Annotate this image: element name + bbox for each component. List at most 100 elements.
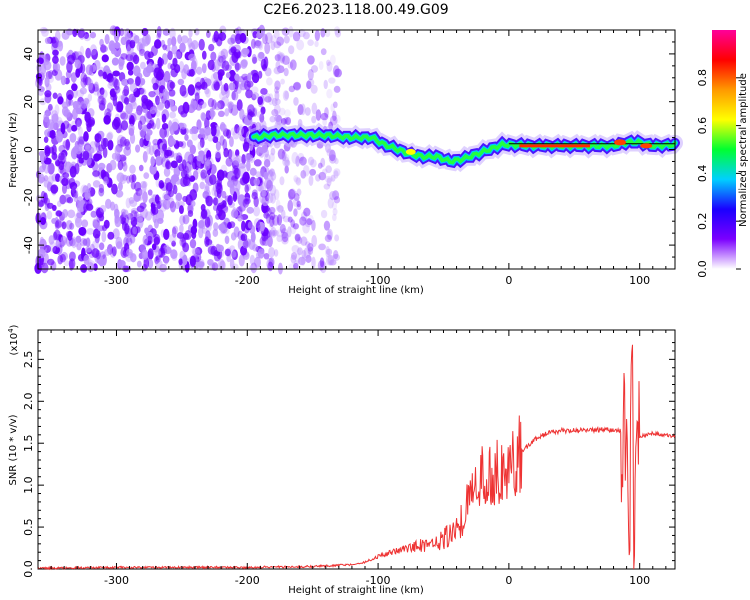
spectrogram-noise-blob [288,263,296,270]
spectrogram-noise-blob [179,84,187,97]
spectrogram-noise-blob [198,38,205,51]
spectrogram-noise-blob [197,162,205,169]
spectrogram-noise-blob [324,234,332,243]
spectrogram-noise-blob [258,40,264,51]
spectrogram-noise-blob [72,28,78,38]
spectrogram-noise-blob [274,114,282,126]
spectrogram-noise-blob [228,48,236,56]
y-tick-label: 0 [22,146,35,153]
spectrogram-noise-blob [93,81,99,93]
spectrogram-noise-blob [180,35,189,44]
spectrogram-noise-blob [259,146,266,154]
spectrogram-noise-blob [295,155,300,167]
spectrogram-noise-blob [281,236,289,245]
spectrogram-noise-blob [214,150,222,159]
spectrogram-noise-blob [302,222,310,234]
spectrogram-noise-blob [209,109,216,118]
spectrogram-noise-blob [61,177,69,187]
spectrogram-noise-blob [54,216,59,228]
spectrogram-noise-blob [50,36,57,44]
spectrogram-noise-blob [236,126,245,136]
spectrogram-noise-blob [95,207,104,219]
spectrogram-noise-blob [229,258,235,270]
spectrogram-noise-blob [273,249,279,257]
spectrogram-noise-blob [157,57,165,66]
spectrogram-noise-blob [101,54,109,63]
spectrogram-noise-blob [57,220,65,228]
spectrogram-noise-blob [206,150,212,161]
spectrogram-noise-blob [83,203,88,213]
spectrogram-noise-blob [333,168,341,177]
spectrogram-noise-blob [132,54,140,65]
spectrogram-noise-blob [56,116,63,126]
spectrogram-noise-blob [332,110,337,122]
spectrogram-noise-blob [231,90,239,101]
spectrogram-noise-blob [197,98,204,106]
spectrogram-noise-blob [253,159,262,167]
spectrogram-noise-blob [162,44,167,51]
spectrogram-noise-blob [307,78,315,87]
spectrogram-noise-blob [119,136,127,147]
spectrogram-noise-blob [38,150,45,157]
spectrogram-noise-blob [69,259,74,271]
spectrogram-noise-blob [154,249,162,257]
spectrogram-noise-blob [189,255,196,267]
spectrogram-noise-blob [165,182,173,192]
spectrogram-noise-blob [319,261,327,274]
spectrogram-noise-blob [178,61,185,73]
spectrogram-noise-blob [230,209,239,219]
spectrogram-noise-blob [318,60,324,71]
spectrogram-noise-blob [43,175,49,182]
spectrogram-noise-blob [189,189,198,201]
spectrogram-noise-blob [104,33,110,45]
spectrogram-noise-blob [115,236,123,249]
y-tick-label: 40 [22,47,35,61]
spectrogram-noise-blob [266,180,272,188]
spectrogram-noise-blob [307,68,314,81]
spectrogram-noise-blob [126,213,134,220]
spectrogram-noise-blob [288,191,294,202]
spectrogram-noise-blob [191,39,199,50]
spectrogram-noise-blob [128,93,136,104]
spectrogram-noise-blob [187,170,192,179]
spectrogram-noise-blob [266,77,273,86]
spectrogram-noise-blob [204,117,210,129]
spectrogram-noise-blob [249,264,257,271]
spectrogram-noise-blob [207,258,214,266]
spectrogram-noise-blob [223,147,229,158]
spectrogram-noise-blob [41,27,49,37]
spectrogram-noise-blob [179,224,184,233]
spectrogram-noise-blob [326,61,333,72]
spectrogram-noise-blob [95,206,103,216]
spectrogram-noise-blob [112,228,120,240]
spectrogram-noise-blob [230,250,237,258]
spectrogram-noise-blob [282,90,289,101]
spectrogram-noise-blob [288,85,295,93]
spectrogram-noise-blob [257,70,263,79]
spectrogram-noise-blob [244,198,251,205]
spectrogram-noise-blob [236,26,242,36]
spectrogram-noise-blob [94,133,100,142]
spectrogram-noise-blob [107,231,115,240]
spectrogram-noise-blob [152,138,159,146]
spectrogram-noise-blob [66,123,73,133]
spectrogram-noise-blob [210,245,218,256]
spectrogram-noise-blob [304,107,311,116]
spectrogram-noise-blob [115,189,124,198]
spectrogram-noise-blob [291,252,298,260]
colorbar: 0.0 0.2 0.4 0.6 0.8 Normalized spectral ampl… [696,30,749,278]
spectrogram-noise-blob [55,131,64,143]
spectrogram-noise-blob [94,138,100,148]
spectrogram-noise-blob [163,193,171,201]
spectrogram-noise-blob [131,174,137,183]
spectrogram-noise-blob [258,184,264,193]
spectrogram-noise-blob [117,181,123,191]
spectrogram-noise-blob [69,132,77,143]
spectrogram-noise-blob [263,239,271,247]
spectrogram-noise-blob [43,136,49,143]
x-tick-label: 0 [505,574,512,587]
spectrogram-noise-blob [300,169,307,179]
spectrogram-noise-blob [252,56,258,64]
spectrogram-noise-blob [219,135,225,146]
spectrogram-noise-blob [133,34,140,44]
